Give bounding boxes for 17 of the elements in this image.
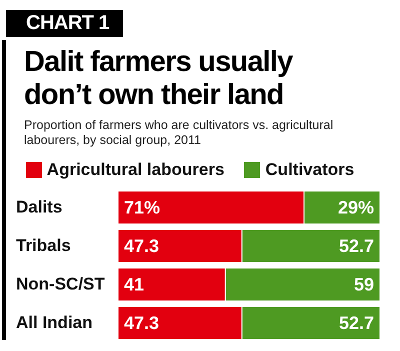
data-label: 29% — [338, 198, 374, 218]
data-label: 71% — [124, 198, 160, 218]
data-label: 47.3 — [124, 236, 160, 256]
y-tick-label: Dalits — [16, 197, 62, 216]
data-label: 52.7 — [338, 313, 374, 333]
y-tick-label: Non-SC/ST — [16, 274, 106, 294]
data-label: 52.7 — [338, 236, 374, 256]
chart-subtitle: Proportion of farmers who are cultivators vs. agricultural labourers, by social group, 2011 — [24, 118, 334, 148]
y-tick-label: All Indian — [16, 312, 92, 332]
caption: CHART 1 — [6, 10, 124, 37]
chart-title: Dalit farmers usually don’t own their land — [24, 46, 294, 112]
data-label: 47.3 — [124, 313, 160, 333]
series-label: Agricultural labourers — [46, 160, 224, 180]
legend-label: Cultivators — [265, 160, 354, 180]
data-label: 41 — [124, 274, 144, 294]
y-tick-label: Tribals — [16, 236, 71, 255]
data-label: 59 — [354, 274, 374, 294]
